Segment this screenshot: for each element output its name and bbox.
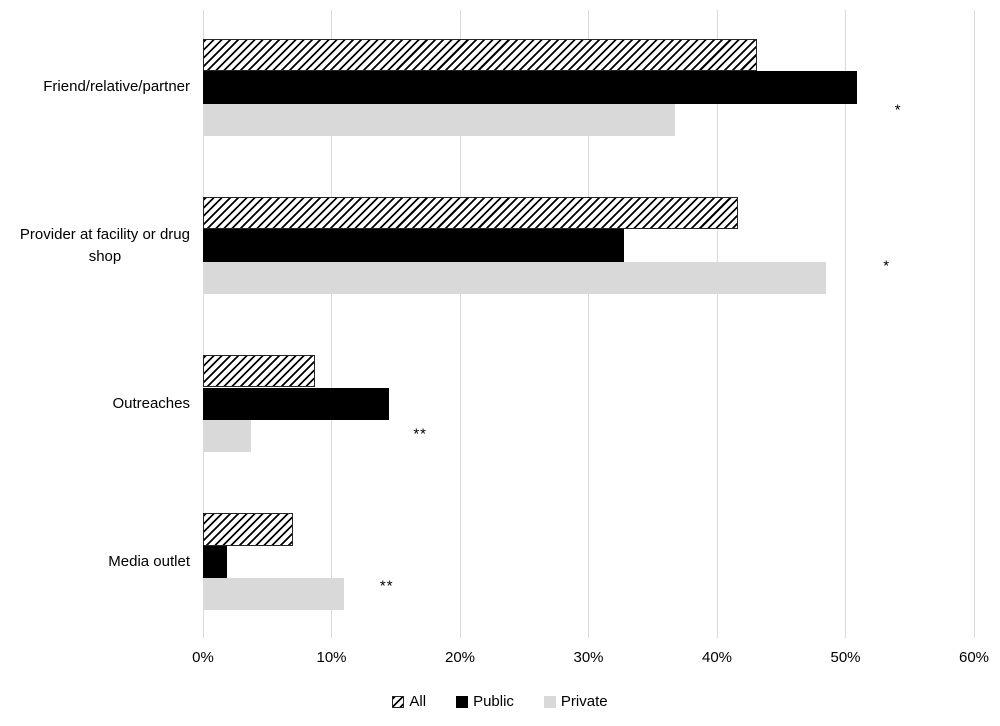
bar-all-outreaches (203, 355, 315, 388)
gridline-10 (331, 10, 332, 638)
bar-all-media-outlet (203, 513, 293, 546)
gridline-40 (716, 10, 718, 638)
bar-public-provider-at-facility-or-drug (203, 229, 625, 262)
legend-label-private: Private (560, 693, 608, 710)
legend-label-all: All (409, 693, 427, 710)
gridline-20 (459, 10, 461, 638)
gridline-60 (973, 10, 975, 638)
significance-marker-media-outlet: ** (379, 577, 394, 595)
significance-marker-provider-at-facility-or-drug-shop: * (883, 257, 891, 275)
legend-label-public: Public (473, 693, 514, 710)
category-label-media-outlet: Media outlet (0, 551, 190, 573)
category-label-provider-at-facility-or-drug: Provider at facility or drug shop (0, 224, 190, 268)
legend-item-private: Private (543, 693, 608, 710)
x-axis-tick-label: 20% (444, 649, 476, 666)
bar-public-friend-relative-partner (203, 71, 858, 104)
x-axis-tick-label: 0% (192, 649, 214, 666)
legend-swatch-all (392, 695, 405, 708)
significance-marker-friend-relative-partner: * (894, 101, 902, 119)
gridline-50 (845, 10, 846, 638)
legend-item-public: Public (456, 693, 514, 710)
significance-marker-outreaches: ** (413, 425, 427, 443)
legend-swatch-private (543, 695, 556, 708)
bar-public-media-outlet (203, 545, 228, 578)
x-axis-tick-label: 30% (573, 649, 604, 666)
legend-swatch-public (456, 695, 469, 708)
legend-item-all: All (392, 693, 426, 710)
category-label-text: Friend/relative/partner (43, 78, 190, 96)
x-axis-tick-label: 60% (958, 649, 990, 666)
bar-private-media-outlet (203, 577, 345, 611)
category-label-text: Provider at facility or drug shop (19, 225, 190, 265)
gridline-0 (202, 10, 204, 638)
bar-private-friend-relative-partner (203, 103, 675, 136)
bar-public-outreaches (203, 387, 390, 420)
x-axis-tick-label: 50% (830, 649, 861, 666)
category-label-friend-relative-partner: Friend/relative/partner (0, 76, 190, 98)
category-label-text: Outreaches (112, 394, 190, 412)
category-label-text: Media outlet (108, 552, 190, 570)
gridline-30 (588, 10, 589, 638)
bar-all-friend-relative-partner (203, 39, 757, 72)
x-axis-tick-label: 10% (316, 649, 347, 666)
bar-all-provider-at-facility-or-drug (203, 197, 738, 230)
legend: All Public Private (0, 693, 1000, 710)
category-label-outreaches: Outreaches (0, 393, 190, 415)
bar-private-outreaches (203, 419, 251, 453)
x-axis-tick-label: 40% (701, 649, 733, 666)
bar-private-provider-at-facility-or-drug (203, 261, 827, 294)
